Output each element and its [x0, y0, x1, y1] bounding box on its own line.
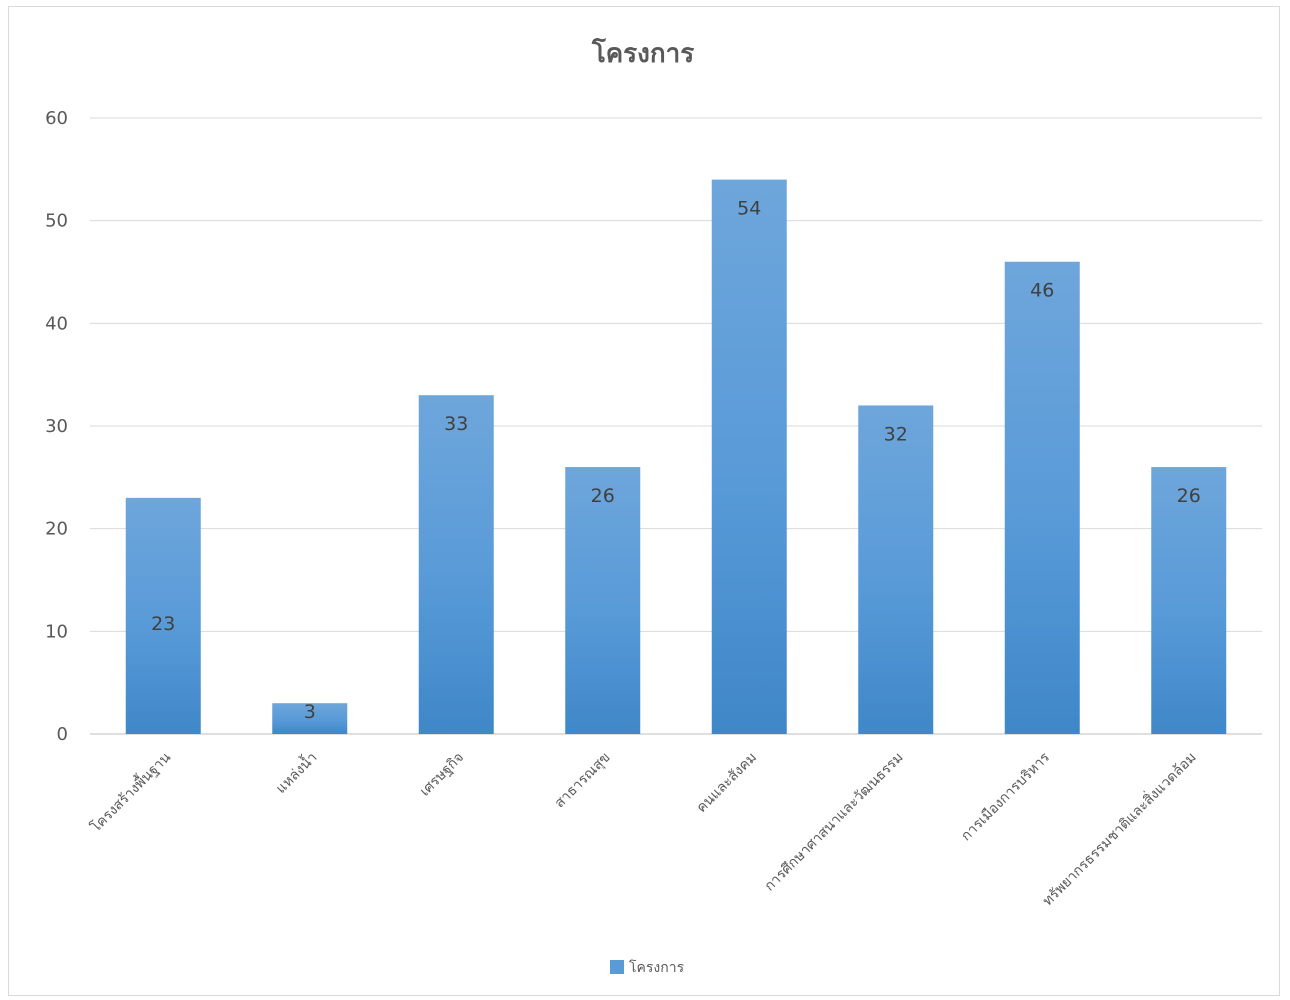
bar — [1151, 467, 1227, 734]
data-label: 26 — [1177, 485, 1201, 507]
data-label: 3 — [304, 701, 316, 723]
bar — [565, 467, 641, 734]
y-tick-label: 10 — [45, 621, 68, 642]
y-tick-label: 30 — [45, 416, 68, 437]
y-tick-label: 0 — [57, 724, 68, 745]
chart-title: โครงการ — [591, 37, 694, 69]
data-label: 26 — [591, 485, 615, 507]
data-label: 33 — [444, 413, 468, 435]
bar — [272, 703, 348, 734]
x-axis: โครงสร้างพื้นฐาน แหล่งน้ำ เศรษฐกิจ สาธารณสุ… — [86, 747, 1200, 909]
y-tick-label: 50 — [45, 211, 68, 232]
bar — [418, 395, 494, 734]
x-tick-label: การเมืองการบริหาร — [958, 749, 1053, 844]
data-label: 46 — [1030, 280, 1054, 302]
bar — [858, 405, 934, 734]
legend-entry: โครงการ — [629, 959, 685, 976]
y-axis: 0 10 20 30 40 50 60 — [45, 108, 68, 745]
data-label: 23 — [151, 613, 175, 635]
y-tick-label: 60 — [45, 108, 68, 129]
data-label: 54 — [737, 198, 761, 220]
x-tick-label: สาธารณสุข — [552, 750, 614, 812]
y-tick-label: 20 — [45, 519, 68, 540]
y-tick-label: 40 — [45, 313, 68, 334]
x-tick-label: การศึกษาศาสนาและวัฒนธรรม — [762, 750, 907, 895]
bar — [711, 179, 787, 735]
data-label: 32 — [884, 423, 908, 445]
bar — [1004, 261, 1080, 734]
x-tick-label: แหล่งน้ำ — [271, 747, 321, 797]
legend: โครงการ — [610, 959, 685, 976]
bar — [125, 497, 201, 734]
x-tick-label: ทรัพยากรธรรมชาติและสิ่งแวดล้อม — [1038, 748, 1199, 909]
gridlines — [90, 117, 1262, 735]
x-tick-label: โครงสร้างพื้นฐาน — [86, 747, 175, 836]
x-tick-label: คนและสังคม — [694, 750, 761, 817]
x-tick-label: เศรษฐกิจ — [417, 750, 467, 800]
legend-swatch — [610, 960, 624, 974]
